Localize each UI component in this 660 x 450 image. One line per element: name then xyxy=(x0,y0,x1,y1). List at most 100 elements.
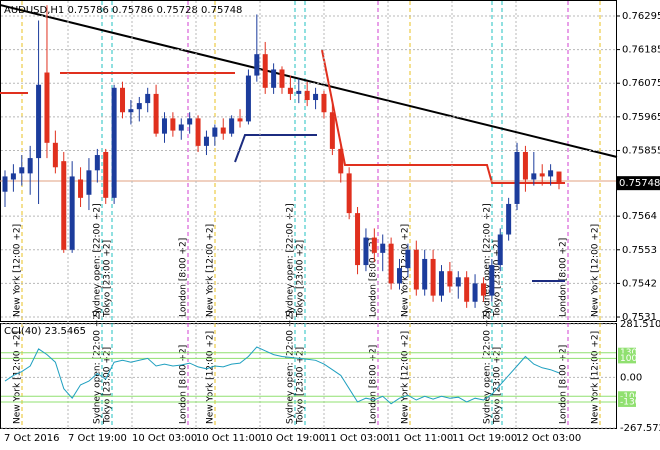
candle-body xyxy=(187,118,193,125)
y-tick-label: 0.75855 xyxy=(622,145,660,156)
x-tick-label: 11 Oct 11:00 xyxy=(388,433,453,444)
session-label: Sydney open: [22:00 +2] xyxy=(93,203,103,317)
tick-label-bg xyxy=(618,391,636,402)
candle-body xyxy=(304,90,310,101)
candle-body xyxy=(78,179,84,198)
x-tick-label: 11 Oct 03:00 xyxy=(324,433,389,444)
cci-frame xyxy=(0,323,617,429)
candle-body xyxy=(363,237,369,266)
candle-body xyxy=(103,151,109,198)
session-label: London [8:00 +2] xyxy=(559,345,569,424)
y-tick-label: 0.7553 xyxy=(622,245,657,256)
session-label: New York [12:00 +2] xyxy=(13,224,23,317)
x-tick-label: 11 Oct 19:00 xyxy=(452,433,517,444)
candle-body xyxy=(69,176,75,250)
x-tick-label: 10 Oct 03:00 xyxy=(132,433,197,444)
session-label: New York [12:00 +2] xyxy=(591,331,601,424)
y-tick-label: 0.00 xyxy=(620,372,642,383)
session-label: New York [12:00 +2] xyxy=(206,224,216,317)
session-label: Sydney open: [22:00 +2] xyxy=(483,203,493,317)
candle-body xyxy=(111,87,117,198)
x-tick-label: 7 Oct 19:00 xyxy=(68,433,127,444)
session-label: London [8:00 +2] xyxy=(179,345,189,424)
candle-body xyxy=(539,173,545,177)
y-tick-label: 0.76075 xyxy=(622,78,660,89)
session-label: Tokyo [23:00 +2] xyxy=(103,240,113,318)
chart-title: AUDUSD,H1 0.75786 0.75786 0.75728 0.7574… xyxy=(4,5,242,16)
session-label: London [8:00 +2] xyxy=(559,238,569,317)
candle-body xyxy=(61,161,67,250)
session-label: Sydney open: [22:00 +2] xyxy=(483,310,493,424)
candle-body xyxy=(405,249,411,269)
cci-label: CCI(40) 23.5465 xyxy=(4,326,86,337)
candle-body xyxy=(455,277,461,287)
candle-body xyxy=(397,268,403,284)
main-frame xyxy=(0,0,617,322)
candle-body xyxy=(430,258,436,296)
y-tick-label: 0.7564 xyxy=(622,211,657,222)
y-tick-label: 0.75965 xyxy=(622,112,660,123)
candle-body xyxy=(10,173,16,180)
candle-body xyxy=(355,213,361,266)
candle-body xyxy=(203,136,209,146)
candle-body xyxy=(380,243,386,253)
candle-body xyxy=(346,173,352,214)
candle-body xyxy=(296,90,302,94)
session-label: Tokyo [23:00 +2] xyxy=(493,240,503,318)
candle-body xyxy=(438,271,444,296)
candle-body xyxy=(195,118,201,146)
session-label: Tokyo [23:00 +2] xyxy=(296,347,306,425)
trend-line xyxy=(0,4,618,158)
candle-body xyxy=(464,277,470,302)
candle-body xyxy=(254,54,260,76)
price-label: 0.75748 xyxy=(619,178,660,189)
candle-body xyxy=(220,127,226,134)
candle-body xyxy=(329,112,335,149)
session-label: Tokyo [23:00 +2] xyxy=(103,347,113,425)
tick-label-bg xyxy=(618,353,636,364)
candle-body xyxy=(212,127,218,137)
candle-body xyxy=(489,265,495,296)
y-tick-label: 0.7531 xyxy=(622,312,657,323)
candle-body xyxy=(413,249,419,290)
candle-body xyxy=(388,243,394,284)
candle-body xyxy=(120,87,126,113)
y-tick-label: 0.76295 xyxy=(622,11,660,22)
candle-body xyxy=(313,93,319,101)
x-tick-label: 10 Oct 19:00 xyxy=(260,433,325,444)
candle-body xyxy=(178,124,184,131)
candle-body xyxy=(153,93,159,134)
price-label-bg xyxy=(616,176,660,191)
candle-body xyxy=(480,283,486,296)
y-tick-label: 0.76185 xyxy=(622,45,660,56)
candle-body xyxy=(161,118,167,134)
candle-body xyxy=(44,72,50,143)
candle-body xyxy=(128,109,134,113)
y-tick-label: -100 xyxy=(620,392,641,402)
session-label: Sydney open: [22:00 +2] xyxy=(93,310,103,424)
candle-body xyxy=(229,118,235,134)
candle-body xyxy=(136,103,142,110)
candle-body xyxy=(447,271,453,287)
session-label: Sydney open: [22:00 +2] xyxy=(286,310,296,424)
candle-body xyxy=(497,234,503,266)
candle-body xyxy=(514,151,520,204)
candle-body xyxy=(2,176,8,192)
session-lines: New York [12:00 +2] New York [12:00 +2] Sy… xyxy=(13,1,601,428)
candle-body xyxy=(19,167,25,174)
x-tick-label: 10 Oct 11:00 xyxy=(196,433,261,444)
tick-label-bg xyxy=(618,396,636,407)
x-tick-label: 12 Oct 03:00 xyxy=(516,433,581,444)
candle-body xyxy=(548,170,554,177)
y-tick-label: -130 xyxy=(620,397,641,407)
candle-body xyxy=(237,118,243,122)
session-label: London [8:00 +2] xyxy=(369,238,379,317)
candle-body xyxy=(36,84,42,159)
candle-body xyxy=(86,170,92,195)
candle-body xyxy=(279,69,285,88)
candle-body xyxy=(371,237,377,253)
candle-body xyxy=(170,118,176,131)
level-line xyxy=(234,134,317,163)
candle-body xyxy=(556,171,562,184)
